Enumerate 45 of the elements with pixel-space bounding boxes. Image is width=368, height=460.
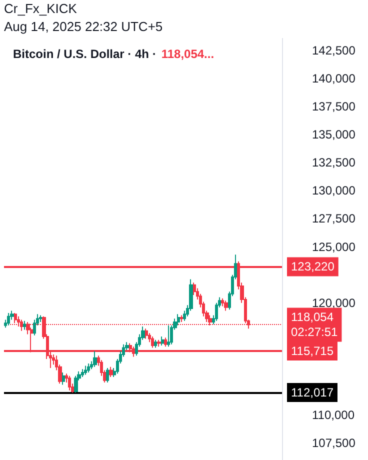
candlestick bbox=[84, 365, 87, 376]
candlestick bbox=[224, 300, 228, 312]
ref-line-label: 123,220 bbox=[291, 260, 335, 274]
candlestick bbox=[62, 372, 65, 386]
y-tick-label: 132,500 bbox=[312, 156, 356, 170]
candlestick bbox=[7, 312, 10, 326]
candlestick bbox=[109, 366, 113, 378]
candlestick bbox=[177, 314, 180, 326]
candlestick bbox=[68, 375, 71, 391]
candlestick bbox=[87, 362, 90, 373]
candlestick bbox=[180, 314, 183, 322]
y-tick-label: 137,500 bbox=[312, 99, 356, 114]
y-tick-label: 120,000 bbox=[312, 296, 356, 310]
y-tick-label: 135,000 bbox=[312, 128, 356, 142]
y-tick-label: 127,500 bbox=[312, 212, 356, 226]
candlestick bbox=[39, 314, 42, 322]
candlestick bbox=[145, 328, 148, 340]
candlestick bbox=[93, 350, 97, 368]
y-tick-label: 140,000 bbox=[312, 71, 356, 86]
candlestick bbox=[161, 336, 164, 346]
candlestick bbox=[157, 339, 161, 348]
candlestick bbox=[154, 339, 157, 348]
y-tick-label: 130,000 bbox=[312, 184, 356, 198]
y-tick-label: 125,000 bbox=[312, 240, 356, 254]
annotation: 118,054... bbox=[161, 47, 214, 61]
text: Cr_Fx_KICK bbox=[4, 0, 78, 18]
ref-line-label: 112,017 bbox=[291, 385, 334, 400]
y-tick-label: 107,500 bbox=[312, 436, 356, 450]
candlestick bbox=[167, 324, 170, 348]
text: Bitcoin / U.S. Dollar · 4h · bbox=[13, 47, 156, 61]
candlestick bbox=[81, 368, 84, 378]
candlestick bbox=[221, 298, 224, 307]
ref-line-label: 118,054 bbox=[291, 310, 334, 324]
candlestick bbox=[23, 320, 26, 330]
ref-line-label: 115,715 bbox=[291, 344, 334, 358]
candlestick bbox=[151, 336, 154, 348]
candlestick bbox=[193, 282, 196, 296]
text: Aug 14, 2025 22:32 UTC+5 bbox=[4, 18, 163, 36]
text: 02:27:51 bbox=[291, 325, 338, 340]
y-tick-label: 142,500 bbox=[312, 43, 356, 58]
candlestick bbox=[20, 319, 23, 332]
candlestick bbox=[74, 375, 78, 394]
candlestick bbox=[106, 367, 109, 384]
candlestick bbox=[164, 337, 167, 348]
y-tick-label: 110,000 bbox=[312, 408, 355, 422]
